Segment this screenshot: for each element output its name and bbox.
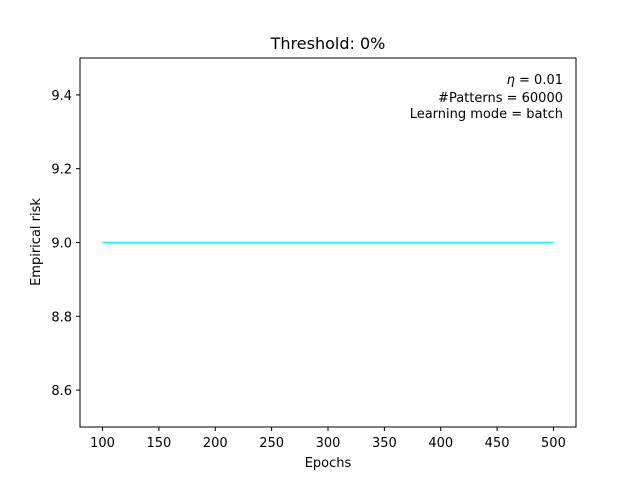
y-tick-label: 9.0 [51, 237, 72, 252]
annotation-learning-mode: Learning mode = batch [410, 107, 563, 122]
x-axis-ticks: 100 150 200 250 300 350 400 450 500 [90, 427, 566, 451]
y-tick-label: 8.8 [51, 310, 72, 325]
x-axis-label: Epochs [305, 456, 352, 471]
y-axis-ticks: 8.6 8.8 9.0 9.2 9.4 [51, 89, 80, 399]
x-tick-label: 500 [541, 436, 566, 451]
x-tick-label: 400 [428, 436, 453, 451]
x-tick-label: 200 [203, 436, 228, 451]
annotation-patterns: #Patterns = 60000 [438, 91, 563, 106]
eta-value: = 0.01 [515, 73, 563, 88]
x-tick-label: 450 [485, 436, 510, 451]
eta-symbol: η [507, 73, 515, 88]
x-tick-label: 250 [259, 436, 284, 451]
x-tick-label: 150 [146, 436, 171, 451]
y-tick-label: 9.2 [51, 163, 72, 178]
y-tick-label: 9.4 [51, 89, 72, 104]
y-axis-label: Empirical risk [29, 198, 44, 286]
annotation-eta: η = 0.01 [507, 73, 563, 88]
y-tick-label: 8.6 [51, 384, 72, 399]
x-tick-label: 350 [372, 436, 397, 451]
x-tick-label: 300 [316, 436, 341, 451]
x-tick-label: 100 [90, 436, 115, 451]
chart-title: Threshold: 0% [270, 34, 386, 53]
